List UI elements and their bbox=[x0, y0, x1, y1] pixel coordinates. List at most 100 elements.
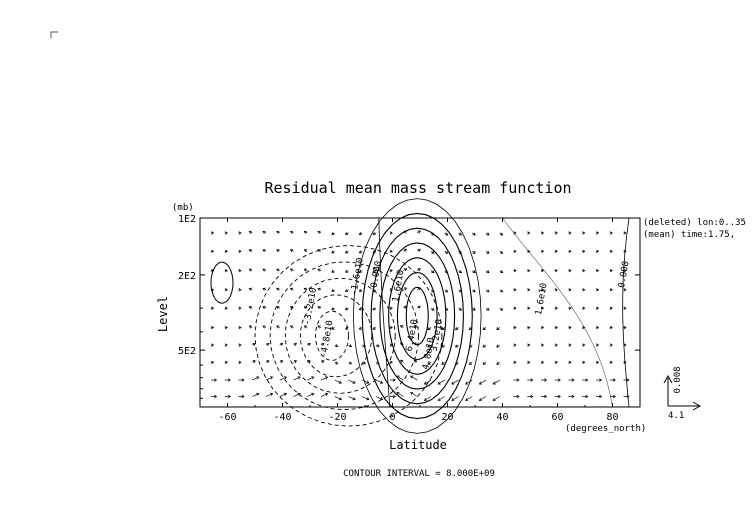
vector-arrow-head bbox=[516, 378, 520, 382]
vector-arrow-head bbox=[413, 359, 417, 363]
vector-arrow-head bbox=[211, 343, 215, 347]
vector-arrow-head bbox=[303, 268, 307, 272]
vector-arrow-head bbox=[283, 376, 287, 380]
contour-label: 1.6e10 bbox=[534, 282, 549, 316]
vector-arrow bbox=[451, 379, 459, 385]
vector-arrow-head bbox=[348, 344, 353, 348]
vector-arrow-head bbox=[224, 231, 228, 235]
vector-arrow-head bbox=[389, 231, 393, 235]
vector-arrow-head bbox=[211, 306, 215, 310]
vector-arrow-head bbox=[289, 287, 294, 291]
vector-arrow-head bbox=[276, 325, 280, 329]
contour-negative bbox=[299, 294, 373, 378]
vector-arrow bbox=[479, 379, 487, 385]
vector-arrow-head bbox=[211, 268, 215, 273]
vector-arrow-head bbox=[530, 394, 534, 399]
vector-arrow-head bbox=[262, 230, 266, 234]
vector-arrow-head bbox=[289, 249, 294, 253]
vector-arrow-head bbox=[248, 268, 252, 272]
vector-arrow-head bbox=[554, 343, 558, 347]
vector-arrow-head bbox=[372, 250, 376, 254]
vector-arrow-head bbox=[248, 249, 252, 253]
vector-arrow-head bbox=[289, 230, 294, 234]
vector-arrow-head bbox=[585, 394, 589, 399]
vector-arrow-head bbox=[262, 268, 266, 272]
contour-positive bbox=[352, 198, 482, 434]
vector-arrow bbox=[307, 376, 314, 381]
vector-arrow-head bbox=[486, 270, 490, 274]
vector-arrow-head bbox=[317, 287, 321, 291]
x-tick-label: -40 bbox=[273, 412, 291, 423]
vector-arrow-head bbox=[513, 288, 517, 292]
vector-arrow-head bbox=[344, 232, 349, 236]
vector-arrow-head bbox=[454, 344, 459, 348]
vector-arrow bbox=[265, 393, 273, 397]
vector-arrow-head bbox=[568, 231, 572, 235]
vector-arrow-head bbox=[317, 306, 321, 310]
vector-arrow-head bbox=[348, 361, 353, 365]
vector-arrow-head bbox=[609, 343, 613, 347]
vector-arrow-head bbox=[500, 250, 504, 254]
vector-arrow-head bbox=[372, 288, 376, 292]
vector-arrow-head bbox=[262, 325, 266, 329]
vector-arrow bbox=[252, 393, 259, 397]
contour-negative bbox=[254, 245, 443, 427]
vector-arrow-head bbox=[609, 268, 613, 273]
vector-arrow-head bbox=[571, 378, 575, 382]
vector-arrow-head bbox=[516, 394, 520, 399]
vector-arrow-head bbox=[458, 232, 463, 236]
chart-title: Residual mean mass stream function bbox=[264, 179, 571, 197]
vector-arrow bbox=[334, 396, 342, 400]
y-axis-label: Level bbox=[156, 296, 170, 332]
vector-arrow-head bbox=[211, 325, 215, 330]
vector-arrow-head bbox=[431, 270, 435, 274]
vector-arrow-head bbox=[568, 288, 572, 292]
vector-arrow bbox=[465, 379, 473, 385]
y-units-label: (mb) bbox=[172, 203, 194, 213]
vector-arrow-head bbox=[238, 360, 242, 364]
vector-arrow-head bbox=[224, 288, 228, 292]
vector-arrow-head bbox=[224, 360, 228, 364]
vector-arrow-head bbox=[486, 250, 490, 254]
vector-arrow-head bbox=[399, 325, 404, 329]
vector-arrow bbox=[348, 379, 356, 384]
vector-arrow-head bbox=[389, 306, 393, 310]
vector-arrow-head bbox=[372, 232, 376, 236]
vector-arrow-head bbox=[568, 343, 572, 347]
vector-arrow-head bbox=[266, 342, 270, 346]
vector-arrow-head bbox=[541, 231, 545, 235]
vector-arrow-head bbox=[541, 325, 545, 330]
vector-arrow-head bbox=[410, 375, 414, 379]
vector-arrow-head bbox=[527, 231, 531, 235]
side-label-mean: (mean) time:1.75, bbox=[643, 230, 735, 240]
vector-arrow-head bbox=[431, 307, 435, 311]
vector-arrow-head bbox=[431, 289, 435, 293]
vector-arrow-head bbox=[262, 306, 266, 310]
vector-arrow-head bbox=[417, 230, 421, 234]
vector-arrow-head bbox=[410, 392, 414, 396]
vector-arrow-head bbox=[427, 361, 431, 365]
vector-arrow-head bbox=[238, 343, 242, 347]
vector-arrow-head bbox=[571, 394, 575, 399]
vector-arrow bbox=[479, 396, 487, 401]
vector-arrow-head bbox=[541, 249, 545, 253]
vector-arrow-head bbox=[568, 360, 572, 364]
vector-arrow-head bbox=[280, 360, 284, 364]
vector-arrow-head bbox=[582, 249, 586, 253]
vector-arrow bbox=[410, 392, 418, 397]
vector-arrow-head bbox=[596, 325, 600, 330]
vector-arrow-head bbox=[389, 360, 393, 364]
vector-arrow bbox=[320, 376, 328, 381]
vector-arrow-head bbox=[541, 306, 545, 310]
contour-zero-line-north bbox=[622, 217, 630, 408]
vector-arrow-head bbox=[211, 360, 215, 364]
vector-arrow-head bbox=[331, 269, 335, 273]
contour-positive bbox=[370, 227, 464, 405]
vector-arrow-head bbox=[344, 250, 349, 254]
vector-arrow-head bbox=[554, 249, 558, 253]
vector-arrow-head bbox=[513, 306, 517, 310]
x-tick-label: 20 bbox=[441, 412, 453, 423]
vector-arrow-head bbox=[321, 342, 325, 346]
vector-arrow-head bbox=[262, 287, 266, 291]
vector-arrow-head bbox=[530, 378, 534, 382]
